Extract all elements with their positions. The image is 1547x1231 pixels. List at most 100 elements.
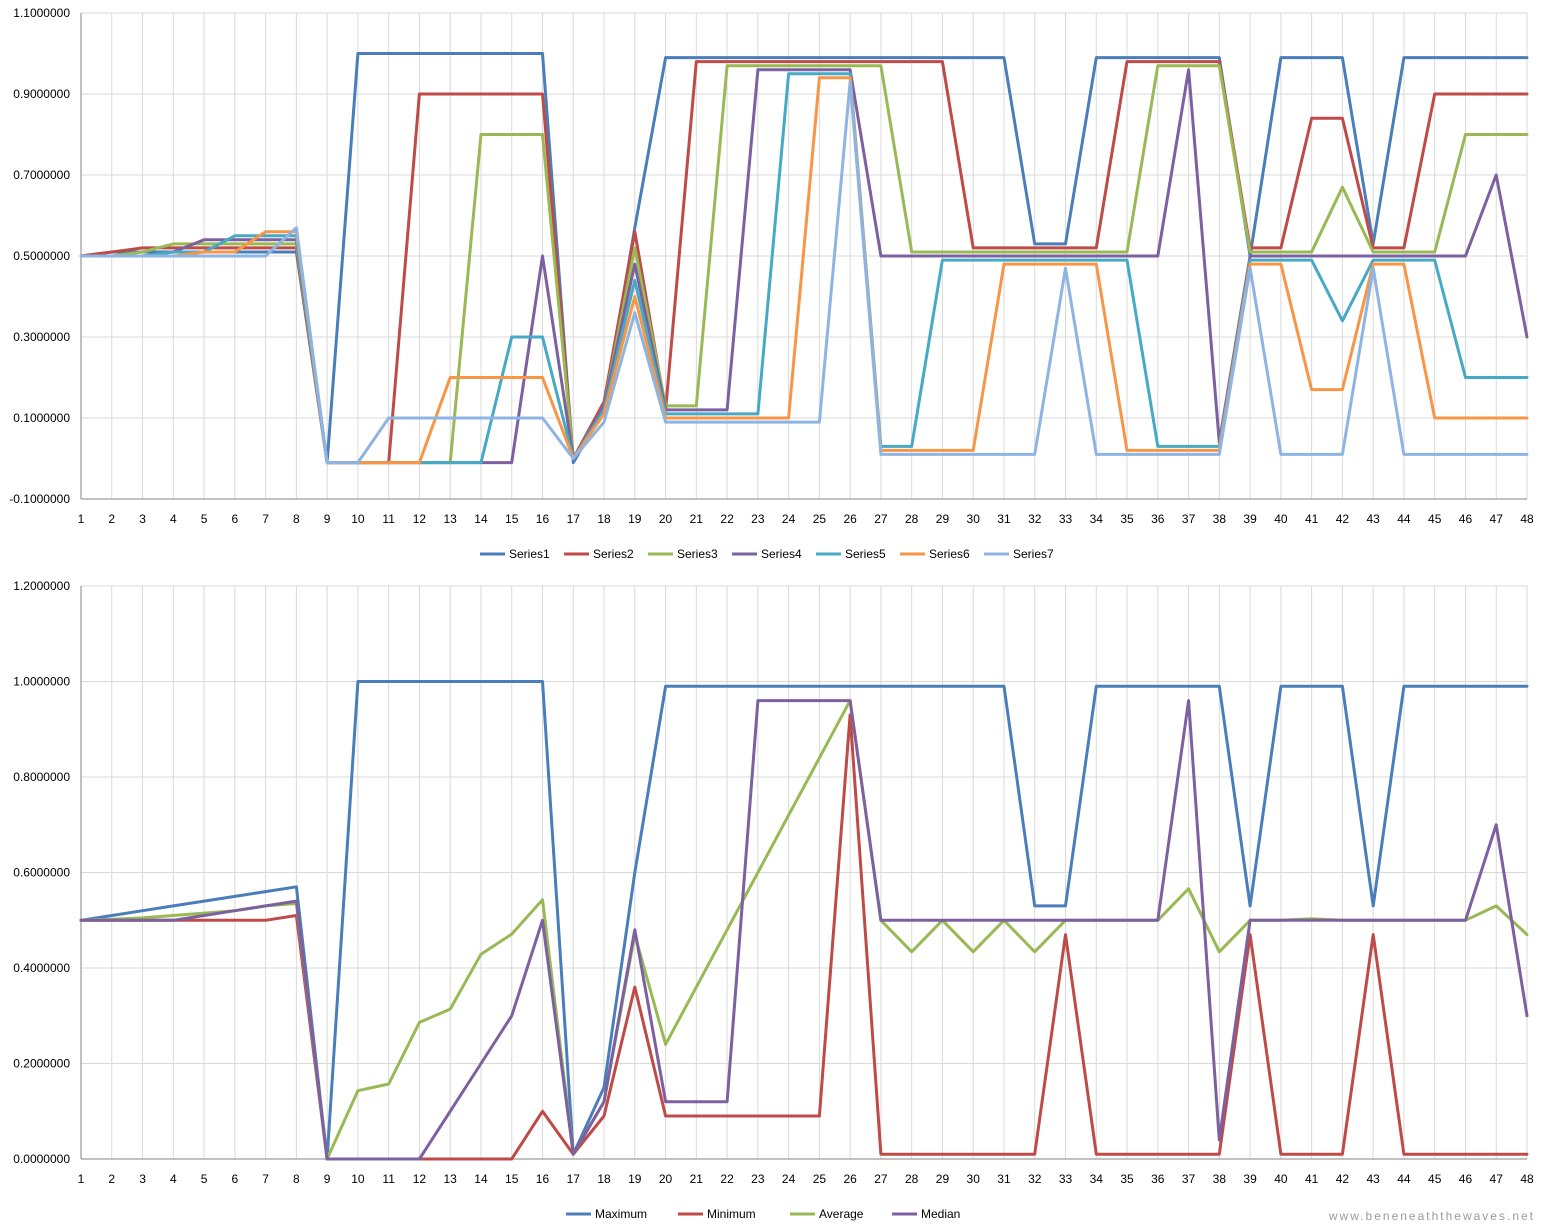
x-tick-label: 16 (536, 1172, 550, 1186)
x-tick-label: 39 (1243, 512, 1257, 526)
x-tick-label: 16 (536, 512, 550, 526)
x-tick-label: 30 (967, 512, 981, 526)
x-tick-label: 14 (474, 1172, 488, 1186)
x-tick-label: 4 (170, 1172, 177, 1186)
x-tick-label: 43 (1366, 512, 1380, 526)
x-tick-label: 39 (1243, 1172, 1257, 1186)
x-tick-label: 40 (1274, 512, 1288, 526)
x-tick-label: 6 (231, 1172, 238, 1186)
x-tick-label: 31 (997, 1172, 1011, 1186)
x-tick-label: 2 (108, 1172, 115, 1186)
y-tick-label: 0.2000000 (13, 1057, 70, 1071)
y-tick-label: 0.3000000 (13, 330, 70, 344)
legend-label: Series7 (1013, 547, 1054, 561)
x-tick-label: 10 (351, 1172, 365, 1186)
x-tick-label: 5 (201, 1172, 208, 1186)
x-tick-label: 46 (1459, 1172, 1473, 1186)
x-tick-label: 14 (474, 512, 488, 526)
x-tick-label: 8 (293, 1172, 300, 1186)
x-tick-label: 41 (1305, 1172, 1319, 1186)
x-tick-label: 47 (1490, 512, 1504, 526)
x-tick-label: 15 (505, 512, 519, 526)
x-tick-label: 35 (1120, 512, 1134, 526)
x-tick-label: 44 (1397, 1172, 1411, 1186)
bottom-line-chart: 0.0000000 0.2000000 0.4000000 0.6000000 0.80… (13, 579, 1534, 1221)
x-tick-label: 33 (1059, 1172, 1073, 1186)
x-tick-label: 23 (751, 512, 765, 526)
x-tick-label: 22 (720, 1172, 734, 1186)
x-tick-label: 17 (567, 1172, 581, 1186)
x-tick-label: 29 (936, 512, 950, 526)
x-tick-label: 35 (1120, 1172, 1134, 1186)
x-tick-label: 12 (413, 1172, 427, 1186)
x-tick-label: 12 (413, 512, 427, 526)
y-tick-label: 0.8000000 (13, 770, 70, 784)
x-tick-label: 15 (505, 1172, 519, 1186)
x-tick-label: 25 (813, 1172, 827, 1186)
x-tick-label: 2 (108, 512, 115, 526)
x-tick-label: 13 (444, 1172, 458, 1186)
x-tick-label: 7 (262, 512, 269, 526)
x-tick-label: 21 (690, 1172, 704, 1186)
x-tick-label: 3 (139, 512, 146, 526)
x-tick-label: 7 (262, 1172, 269, 1186)
series-line-median (79, 699, 1529, 1161)
x-tick-label: 44 (1397, 512, 1411, 526)
top-line-chart: -0.1000000 0.1000000 0.3000000 0.5000000 0.7… (9, 6, 1534, 561)
x-tick-label: 32 (1028, 1172, 1042, 1186)
x-tick-label: 19 (628, 512, 642, 526)
legend-label: Average (819, 1207, 864, 1221)
x-tick-label: 46 (1459, 512, 1473, 526)
x-tick-label: 4 (170, 512, 177, 526)
x-tick-label: 48 (1520, 512, 1534, 526)
y-tick-label: -0.1000000 (9, 492, 70, 506)
x-tick-label: 38 (1213, 1172, 1227, 1186)
y-tick-label: 0.9000000 (13, 87, 70, 101)
x-tick-label: 3 (139, 1172, 146, 1186)
x-tick-label: 38 (1213, 512, 1227, 526)
x-tick-label: 37 (1182, 512, 1196, 526)
series-line-series7 (79, 80, 1529, 465)
x-tick-label: 1 (78, 1172, 85, 1186)
x-tick-label: 28 (905, 1172, 919, 1186)
x-tick-label: 42 (1336, 512, 1350, 526)
x-tick-label: 20 (659, 1172, 673, 1186)
x-tick-label: 34 (1090, 512, 1104, 526)
x-tick-label: 31 (997, 512, 1011, 526)
x-tick-label: 1 (78, 512, 85, 526)
x-tick-label: 41 (1305, 512, 1319, 526)
x-tick-label: 26 (843, 512, 857, 526)
x-tick-label: 22 (720, 512, 734, 526)
legend-label: Minimum (707, 1207, 756, 1221)
x-tick-label: 10 (351, 512, 365, 526)
y-tick-label: 0.0000000 (13, 1152, 70, 1166)
x-tick-label: 27 (874, 1172, 888, 1186)
y-tick-label: 1.0000000 (13, 675, 70, 689)
y-tick-label: 0.5000000 (13, 249, 70, 263)
x-tick-label: 11 (382, 512, 395, 526)
x-tick-label: 34 (1090, 1172, 1104, 1186)
x-tick-label: 23 (751, 1172, 765, 1186)
x-tick-label: 40 (1274, 1172, 1288, 1186)
x-tick-label: 32 (1028, 512, 1042, 526)
x-tick-label: 20 (659, 512, 673, 526)
x-tick-label: 17 (567, 512, 581, 526)
y-tick-label: 0.7000000 (13, 168, 70, 182)
y-tick-label: 0.6000000 (13, 866, 70, 880)
x-tick-label: 8 (293, 512, 300, 526)
x-tick-label: 24 (782, 512, 796, 526)
y-tick-label: 1.1000000 (13, 6, 70, 20)
x-tick-label: 26 (843, 1172, 857, 1186)
y-tick-label: 0.1000000 (13, 411, 70, 425)
x-tick-label: 5 (201, 512, 208, 526)
y-tick-label: 1.2000000 (13, 579, 70, 593)
x-tick-label: 37 (1182, 1172, 1196, 1186)
legend-label: Maximum (595, 1207, 647, 1221)
x-tick-label: 27 (874, 512, 888, 526)
y-tick-label: 0.4000000 (13, 961, 70, 975)
legend-label: Series1 (509, 547, 550, 561)
x-tick-label: 21 (690, 512, 704, 526)
x-tick-label: 45 (1428, 1172, 1442, 1186)
x-tick-label: 47 (1490, 1172, 1504, 1186)
x-tick-label: 18 (597, 512, 611, 526)
